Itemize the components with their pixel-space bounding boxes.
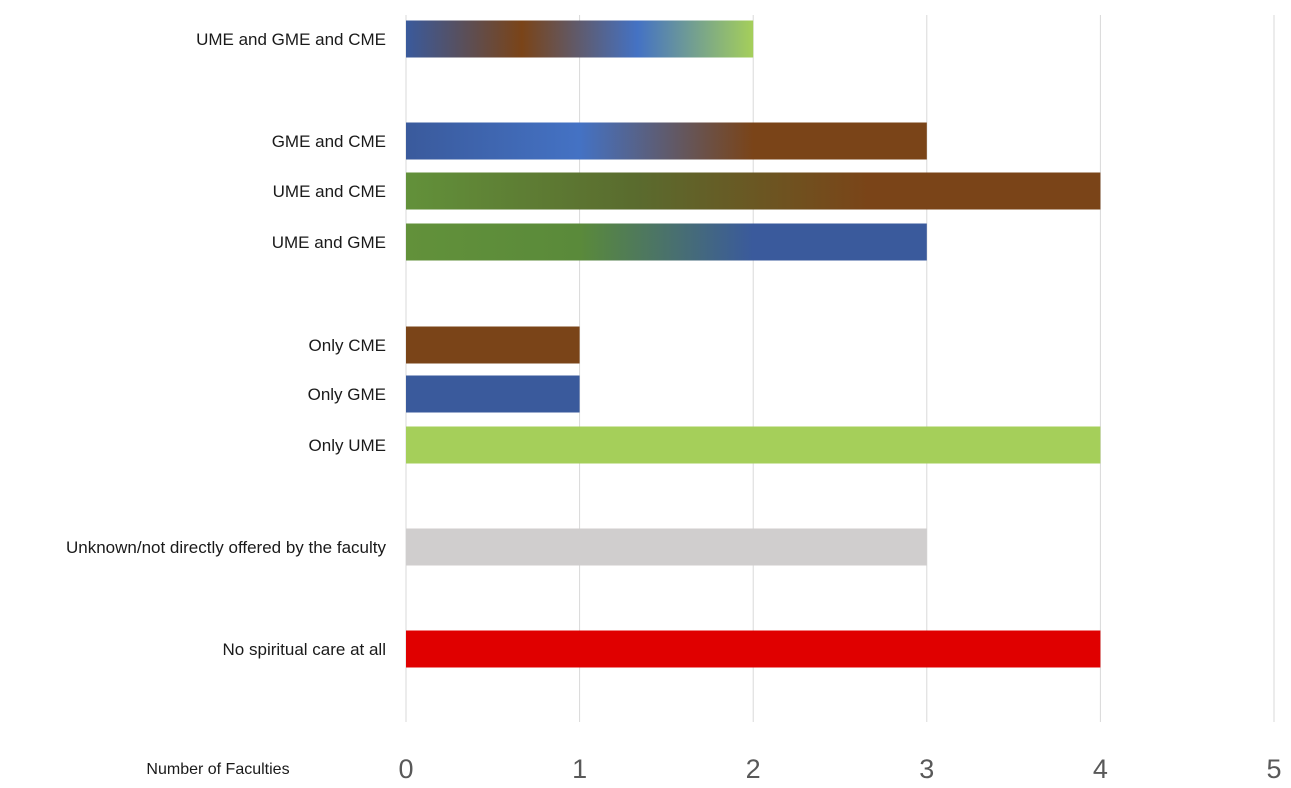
bar [406,326,580,364]
x-axis-title: Number of Faculties [146,761,289,778]
bar [406,223,927,261]
bar [406,122,927,160]
x-tick-label: 0 [398,754,413,783]
category-labels: UME and GME and CME GME and CME UME and CM… [66,30,387,659]
x-tick-label: 1 [572,754,587,783]
x-axis-ticks: 0 1 2 3 4 5 [398,754,1281,784]
bar [406,20,754,58]
category-label: UME and CME [273,182,386,201]
category-label: Unknown/not directly offered by the facu… [66,538,387,557]
category-label: Only UME [309,436,386,455]
category-label: UME and GME [272,233,386,252]
category-label: Only GME [308,385,386,404]
grid [405,15,1275,722]
bar [406,426,1101,464]
bar [406,375,580,413]
bar [406,172,1101,210]
x-tick-label: 3 [919,754,934,783]
category-label: No spiritual care at all [223,640,386,659]
x-tick-label: 4 [1093,754,1108,783]
x-tick-label: 5 [1266,754,1281,783]
category-label: GME and CME [272,132,386,151]
bar [406,630,1101,668]
x-tick-label: 2 [746,754,761,783]
bars [406,20,1101,668]
bar [406,528,927,566]
category-label: Only CME [309,336,386,355]
category-label: UME and GME and CME [196,30,386,49]
